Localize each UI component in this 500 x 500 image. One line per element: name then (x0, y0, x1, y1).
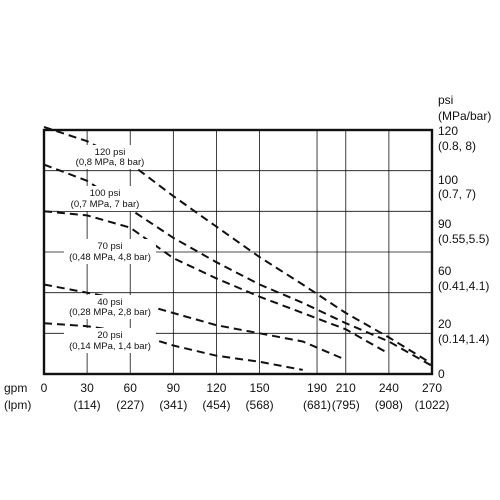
axis-labels: gpm (lpm) psi (MPa/bar) (4, 93, 491, 412)
curve-label-metric: (0,28 MPa, 2,8 bar) (69, 307, 151, 318)
curve-label-pressure: 70 psi (97, 241, 122, 252)
y-axis-unit-label: (MPa/bar) (438, 109, 491, 123)
y-tick-label: 120 (438, 124, 458, 138)
y-tick-label: 0 (438, 367, 445, 381)
y-tick-label: 60 (438, 264, 452, 278)
x-tick-label: 190 (307, 381, 327, 395)
y-tick-label: 90 (438, 217, 452, 231)
x-tick-labels: 0 30 (114) 60 (227) 90 (341) 120 (454) 150 (568) 19… (41, 381, 450, 412)
x-tick-label: 210 (336, 381, 356, 395)
curve-label-metric: (0,14 MPa, 1,4 bar) (69, 341, 151, 352)
y-tick-sublabel: (0.14,1.4) (438, 332, 489, 346)
y-tick-sublabel: (0.55,5.5) (438, 232, 489, 246)
y-axis-label: psi (438, 93, 453, 107)
x-tick-sublabel: (908) (375, 398, 403, 412)
x-tick-sublabel: (681) (303, 398, 331, 412)
x-tick-sublabel: (795) (332, 398, 360, 412)
x-tick-sublabel: (341) (159, 398, 187, 412)
curve-label-metric: (0,8 MPa, 8 bar) (76, 157, 145, 168)
curve-label-bg (64, 328, 156, 353)
y-tick-labels: 0 20(0.14,1.4) 60(0.41,4.1) 90(0.55,5.5) 100… (438, 124, 489, 381)
x-tick-sublabel: (454) (202, 398, 230, 412)
curve-label-metric: (0,7 MPa, 7 bar) (71, 199, 140, 210)
y-tick-label: 100 (438, 173, 458, 187)
curve-label-pressure: 40 psi (97, 297, 122, 308)
x-axis-label: gpm (4, 381, 27, 395)
curve-label-pressure: 20 psi (97, 330, 122, 341)
x-tick-label: 120 (206, 381, 226, 395)
curve-label-pressure: 120 psi (95, 147, 126, 158)
curve-label-backgrounds (59, 145, 156, 353)
curve-label-bg (64, 145, 156, 169)
curve-labels: 120 psi(0,8 MPa, 8 bar) 100 psi(0,7 MPa, … (69, 147, 151, 352)
curve-label-bg (64, 239, 156, 264)
curve-line (43, 210, 390, 355)
x-tick-label: 270 (422, 381, 442, 395)
x-tick-label: 90 (167, 381, 181, 395)
x-tick-label: 60 (124, 381, 138, 395)
y-tick-sublabel: (0.41,4.1) (438, 279, 489, 293)
x-tick-label: 240 (379, 381, 399, 395)
curve-line (43, 322, 303, 371)
curve-label-metric: (0,48 MPa, 4,8 bar) (69, 252, 151, 263)
plot-frame (42, 128, 434, 376)
x-axis-unit-label: (lpm) (4, 398, 31, 412)
x-tick-sublabel: (114) (74, 398, 101, 412)
x-tick-label: 150 (250, 381, 270, 395)
x-tick-sublabel: (568) (246, 398, 274, 412)
x-tick-label: 0 (41, 381, 48, 395)
curve-label-bg (64, 295, 156, 319)
x-tick-sublabel: (1022) (415, 398, 450, 412)
y-tick-sublabel: (0.8, 8) (438, 139, 476, 153)
curve-label-bg (59, 186, 151, 211)
x-tick-label: 30 (80, 381, 94, 395)
y-tick-label: 20 (438, 317, 452, 331)
y-tick-sublabel: (0.7, 7) (438, 187, 476, 201)
curve-label-pressure: 100 psi (90, 188, 121, 199)
x-tick-sublabel: (227) (116, 398, 144, 412)
